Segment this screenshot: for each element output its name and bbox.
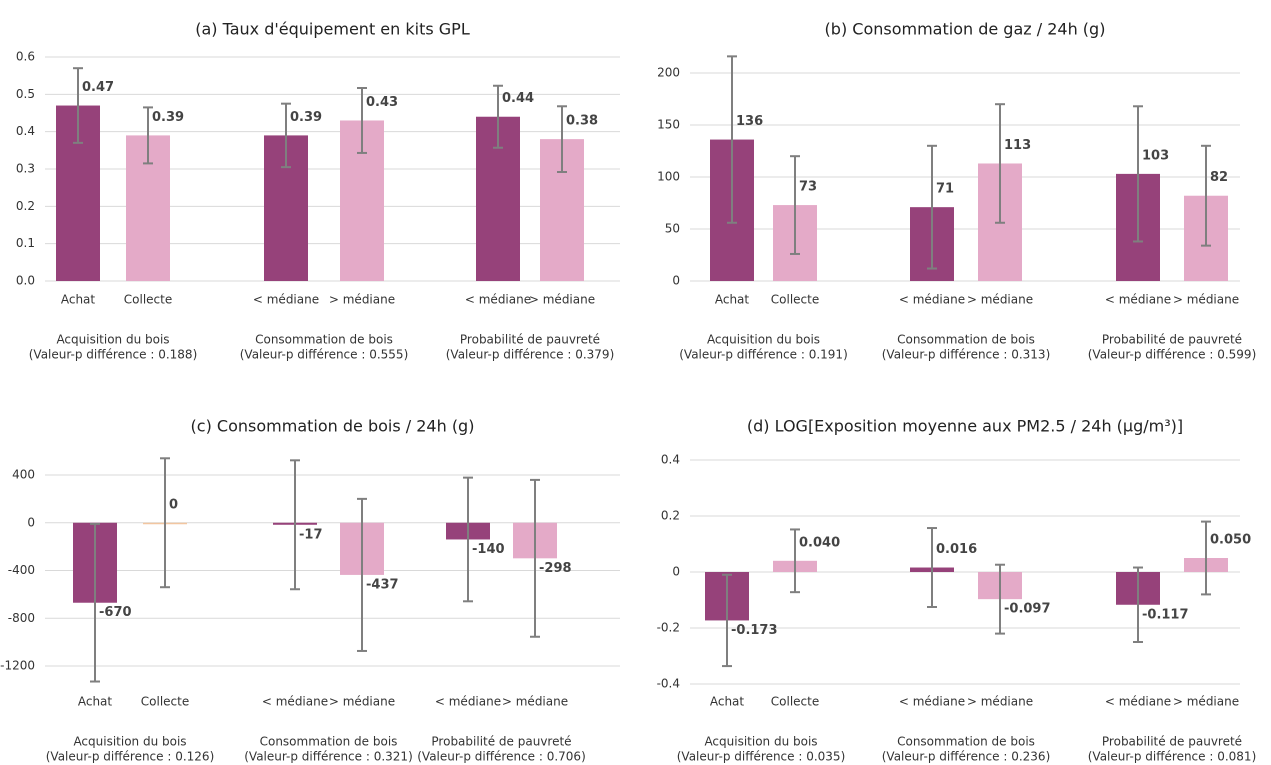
y-tick-label: -1200 bbox=[0, 659, 35, 673]
group-note: (Valeur-p différence : 0.081) bbox=[1088, 750, 1257, 764]
y-tick-label: 0.1 bbox=[16, 236, 35, 250]
data-label: 0.47 bbox=[82, 80, 114, 95]
data-label: 73 bbox=[799, 180, 817, 195]
group-note: (Valeur-p différence : 0.379) bbox=[446, 348, 615, 362]
x-tick-label: Achat bbox=[61, 293, 96, 307]
group-note: (Valeur-p différence : 0.555) bbox=[240, 348, 409, 362]
y-tick-label: 0 bbox=[27, 515, 35, 529]
data-label: -298 bbox=[539, 561, 572, 576]
chart-title: (a) Taux d'équipement en kits GPL bbox=[195, 20, 470, 39]
x-tick-label: < médiane bbox=[253, 293, 319, 307]
data-label: -0.173 bbox=[731, 623, 778, 638]
data-label: 82 bbox=[1210, 170, 1228, 185]
group-label: Consommation de bois bbox=[260, 735, 398, 749]
x-tick-label: > médiane bbox=[502, 695, 568, 709]
x-tick-label: Collecte bbox=[141, 695, 189, 709]
data-label: 0.39 bbox=[152, 110, 184, 125]
group-note: (Valeur-p différence : 0.035) bbox=[677, 750, 846, 764]
y-tick-label: 0.2 bbox=[661, 509, 680, 523]
chart-title: (c) Consommation de bois / 24h (g) bbox=[191, 417, 475, 436]
x-tick-label: > médiane bbox=[967, 695, 1033, 709]
y-tick-label: 100 bbox=[657, 170, 680, 184]
data-label: 0.050 bbox=[1210, 533, 1251, 548]
group-note: (Valeur-p différence : 0.126) bbox=[46, 750, 215, 764]
y-tick-label: -800 bbox=[8, 611, 35, 625]
group-note: (Valeur-p différence : 0.191) bbox=[679, 348, 848, 362]
group-note: (Valeur-p différence : 0.188) bbox=[29, 348, 198, 362]
y-tick-label: 0.6 bbox=[16, 50, 35, 64]
group-note: (Valeur-p différence : 0.313) bbox=[882, 348, 1051, 362]
x-tick-label: < médiane bbox=[465, 293, 531, 307]
x-tick-label: > médiane bbox=[529, 293, 595, 307]
data-label: 0.016 bbox=[936, 542, 977, 557]
data-label: 0 bbox=[169, 497, 178, 512]
group-label: Acquisition du bois bbox=[704, 735, 817, 749]
x-tick-label: < médiane bbox=[899, 293, 965, 307]
group-note: (Valeur-p différence : 0.599) bbox=[1088, 348, 1257, 362]
x-tick-label: < médiane bbox=[435, 695, 501, 709]
x-tick-label: Achat bbox=[78, 695, 113, 709]
group-note: (Valeur-p différence : 0.236) bbox=[882, 750, 1051, 764]
data-label: 0.44 bbox=[502, 91, 534, 106]
data-label: -17 bbox=[299, 527, 323, 542]
chart-title: (d) LOG[Exposition moyenne aux PM2.5 / 2… bbox=[747, 417, 1183, 436]
x-tick-label: > médiane bbox=[329, 293, 395, 307]
x-tick-label: < médiane bbox=[1105, 695, 1171, 709]
data-label: 136 bbox=[736, 114, 763, 129]
x-tick-label: > médiane bbox=[967, 293, 1033, 307]
y-tick-label: 0.2 bbox=[16, 199, 35, 213]
data-label: 0.38 bbox=[566, 114, 598, 129]
group-label: Probabilité de pauvreté bbox=[460, 333, 600, 347]
y-tick-label: 0.4 bbox=[661, 453, 680, 467]
data-label: 0.040 bbox=[799, 535, 840, 550]
x-tick-label: Collecte bbox=[124, 293, 172, 307]
y-tick-label: 150 bbox=[657, 118, 680, 132]
y-tick-label: -400 bbox=[8, 563, 35, 577]
group-label: Consommation de bois bbox=[897, 735, 1035, 749]
data-label: 71 bbox=[936, 182, 954, 197]
group-label: Consommation de bois bbox=[255, 333, 393, 347]
x-tick-label: Achat bbox=[710, 695, 745, 709]
x-tick-label: > médiane bbox=[1173, 293, 1239, 307]
group-label: Probabilité de pauvreté bbox=[431, 735, 571, 749]
data-label: -670 bbox=[99, 605, 132, 620]
x-tick-label: < médiane bbox=[1105, 293, 1171, 307]
x-tick-label: < médiane bbox=[262, 695, 328, 709]
data-label: 0.43 bbox=[366, 95, 398, 110]
y-tick-label: 0 bbox=[672, 274, 680, 288]
y-tick-label: 0.3 bbox=[16, 162, 35, 176]
y-tick-label: 200 bbox=[657, 66, 680, 80]
group-label: Probabilité de pauvreté bbox=[1102, 735, 1242, 749]
group-note: (Valeur-p différence : 0.321) bbox=[244, 750, 413, 764]
x-tick-label: Collecte bbox=[771, 293, 819, 307]
y-tick-label: 0.4 bbox=[16, 124, 35, 138]
x-tick-label: > médiane bbox=[1173, 695, 1239, 709]
group-label: Acquisition du bois bbox=[73, 735, 186, 749]
data-label: 103 bbox=[1142, 148, 1169, 163]
x-tick-label: > médiane bbox=[329, 695, 395, 709]
group-label: Probabilité de pauvreté bbox=[1102, 333, 1242, 347]
x-tick-label: Achat bbox=[715, 293, 750, 307]
group-label: Acquisition du bois bbox=[56, 333, 169, 347]
data-label: 113 bbox=[1004, 138, 1031, 153]
y-tick-label: 400 bbox=[12, 468, 35, 482]
y-tick-label: 50 bbox=[665, 222, 680, 236]
y-tick-label: -0.2 bbox=[657, 621, 680, 635]
x-tick-label: < médiane bbox=[899, 695, 965, 709]
data-label: -140 bbox=[472, 542, 505, 557]
chart-title: (b) Consommation de gaz / 24h (g) bbox=[825, 20, 1106, 39]
y-tick-label: -0.4 bbox=[657, 677, 680, 691]
group-note: (Valeur-p différence : 0.706) bbox=[417, 750, 586, 764]
group-label: Consommation de bois bbox=[897, 333, 1035, 347]
x-tick-label: Collecte bbox=[771, 695, 819, 709]
data-label: 0.39 bbox=[290, 110, 322, 125]
data-label: -0.117 bbox=[1142, 607, 1189, 622]
y-tick-label: 0.0 bbox=[16, 274, 35, 288]
y-tick-label: 0.5 bbox=[16, 87, 35, 101]
data-label: -0.097 bbox=[1004, 602, 1051, 617]
data-label: -437 bbox=[366, 577, 399, 592]
y-tick-label: 0 bbox=[672, 565, 680, 579]
group-label: Acquisition du bois bbox=[707, 333, 820, 347]
